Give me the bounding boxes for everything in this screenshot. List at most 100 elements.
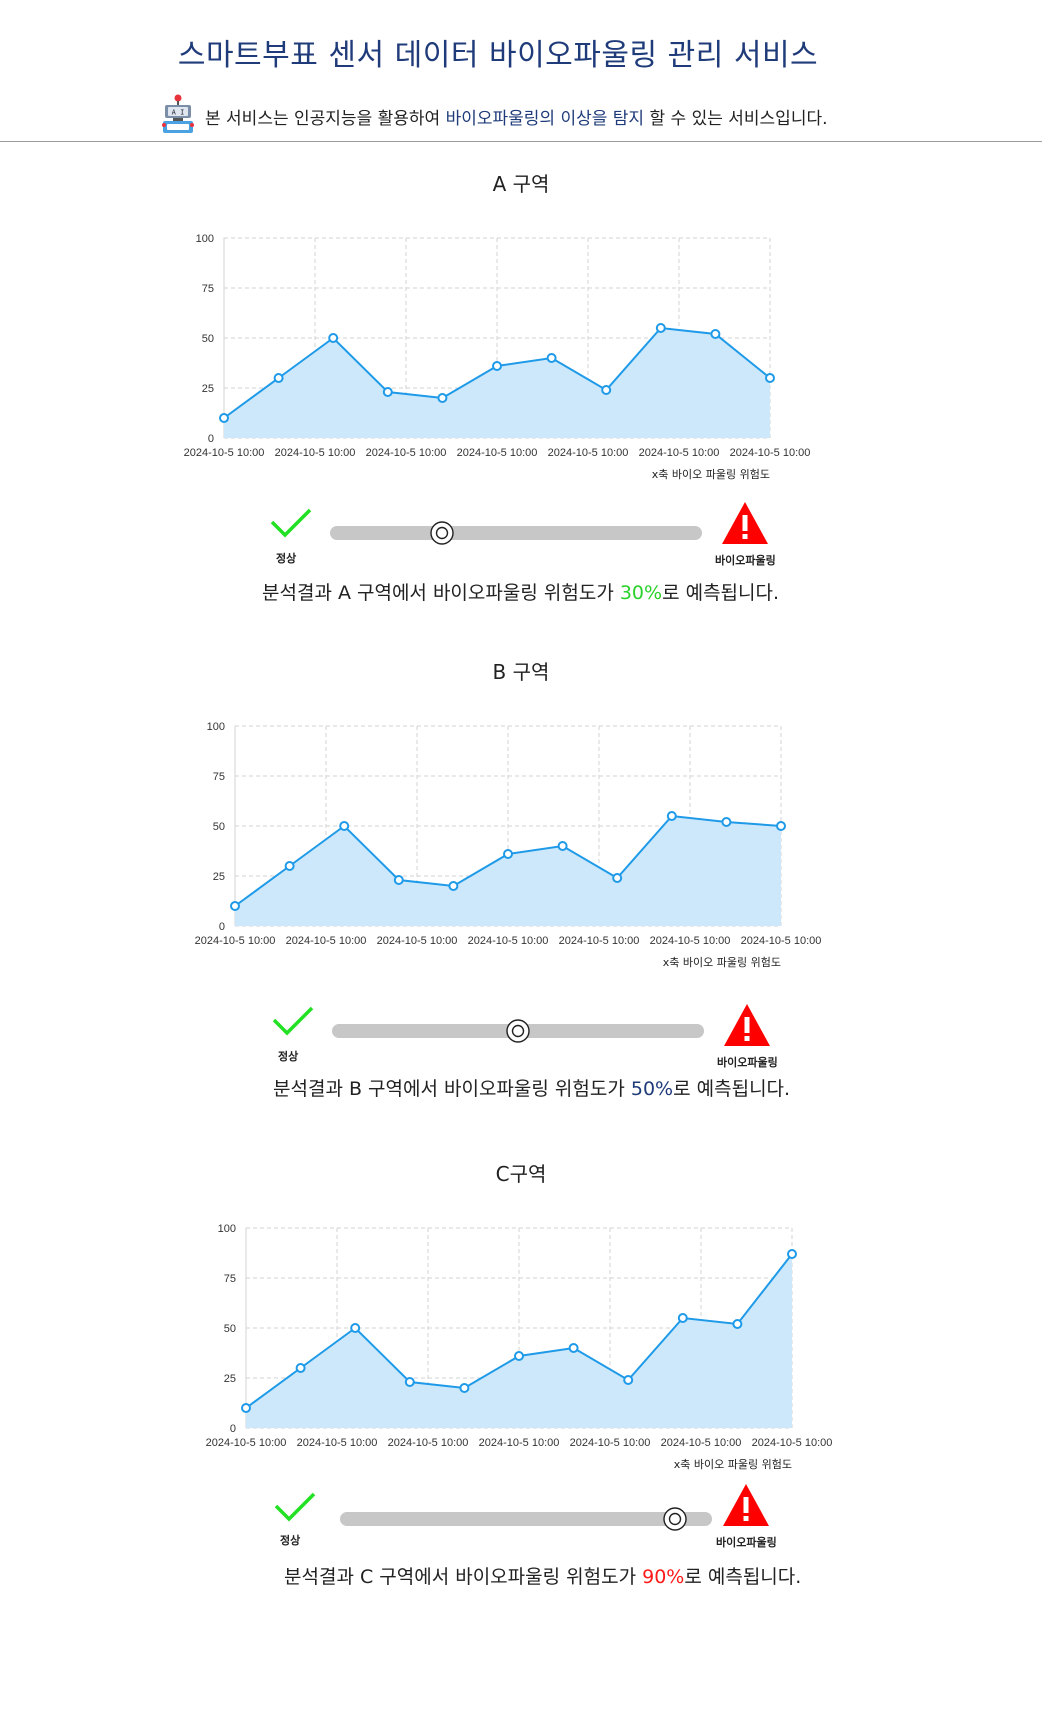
x-tick-label: 2024-10-5 10:00: [366, 447, 447, 459]
data-point: [339, 821, 350, 831]
data-point: [284, 861, 295, 871]
x-tick-label: 2024-10-5 10:00: [468, 935, 549, 947]
x-tick-label: 2024-10-5 10:00: [195, 935, 276, 947]
section-c: C구역 0 25 50 75 100 2024-10-5 10:00 2024-10-5 1…: [0, 1142, 1042, 1602]
intro-text-part: 본 서비스는 인공지능을 활용하여: [205, 109, 446, 129]
y-tick-label: 100: [218, 1223, 236, 1235]
x-tick-label: 2024-10-5 10:00: [457, 447, 538, 459]
data-point: [448, 881, 459, 891]
y-tick-label: 50: [224, 1323, 236, 1335]
y-tick-label: 0: [230, 1423, 236, 1435]
x-tick-label: 2024-10-5 10:00: [297, 1437, 378, 1449]
section-title: B 구역: [492, 660, 550, 684]
gauge-track: [340, 1512, 712, 1526]
data-point: [437, 393, 448, 403]
data-point: [557, 841, 568, 851]
section-title: C구역: [495, 1162, 547, 1186]
y-tick-label: 75: [202, 283, 214, 295]
x-axis-label: x축 바이오 파울링 위험도: [663, 956, 781, 969]
data-point: [459, 1383, 470, 1393]
x-axis-label: x축 바이오 파울링 위험도: [674, 1458, 792, 1471]
area-chart: 0 25 50 75 100 2024-10-5 10:00 2024-10-5 10:00…: [195, 721, 822, 969]
data-point: [623, 1375, 634, 1385]
data-point: [765, 373, 775, 383]
check-icon: [272, 1006, 314, 1036]
normal-label: 정상: [276, 552, 297, 565]
data-point: [350, 1323, 361, 1333]
x-tick-label: 2024-10-5 10:00: [639, 447, 720, 459]
risk-label: 바이오파울링: [717, 1056, 778, 1069]
x-tick-label: 2024-10-5 10:00: [661, 1437, 742, 1449]
x-tick-label: 2024-10-5 10:00: [650, 935, 731, 947]
data-point: [776, 821, 786, 831]
gauge-knob[interactable]: [663, 1507, 687, 1531]
section-a: A 구역 0 25 50 75 100 2024-10-5 10:00 2024-10-5 …: [0, 150, 1042, 610]
area-chart: 0 25 50 75 100 2024-10-5 10:00 2024-10-5 10:00…: [206, 1223, 833, 1471]
data-point: [655, 323, 666, 333]
x-tick-label: 2024-10-5 10:00: [377, 935, 458, 947]
warning-icon: [722, 502, 768, 544]
y-tick-label: 25: [224, 1373, 236, 1385]
y-tick-label: 0: [219, 921, 225, 933]
gauge-knob[interactable]: [506, 1019, 530, 1043]
data-point: [273, 373, 284, 383]
result-text: 분석결과 B 구역에서 바이오파울링 위험도가 50%로 예측됩니다.: [273, 1074, 790, 1101]
gauge-knob[interactable]: [429, 521, 454, 545]
page-title: 스마트부표 센서 데이터 바이오파울링 관리 서비스: [177, 38, 819, 73]
result-text-part: 분석결과 A 구역에서 바이오파울링 위험도가: [262, 582, 620, 604]
data-point: [612, 873, 623, 883]
intro-text: 본 서비스는 인공지능을 활용하여 바이오파울링의 이상을 탐지 할 수 있는 …: [205, 104, 828, 129]
normal-label: 정상: [278, 1050, 299, 1063]
x-tick-label: 2024-10-5 10:00: [730, 447, 811, 459]
result-percent: 50%: [630, 1078, 674, 1100]
risk-gauge: 정상 바이오파울링: [262, 998, 782, 1078]
warning-icon: [724, 1004, 770, 1046]
result-text-part: 분석결과 C 구역에서 바이오파울링 위험도가: [284, 1566, 643, 1588]
intro-banner: A I 본 서비스는 인공지능을 활용하여 바이오파울링의 이상을 탐지 할 수…: [0, 94, 1042, 134]
section-title: A 구역: [492, 172, 550, 196]
data-point: [219, 413, 229, 423]
data-point: [328, 333, 339, 343]
data-point: [721, 817, 732, 827]
data-point: [404, 1377, 415, 1387]
data-point: [666, 811, 677, 821]
x-tick-label: 2024-10-5 10:00: [206, 1437, 287, 1449]
area-fill: [235, 816, 781, 926]
data-point: [230, 901, 240, 911]
data-point: [295, 1363, 306, 1373]
section-b: B 구역 0 25 50 75 100 2024-10-5 10:00 2024-10-5 …: [0, 640, 1042, 1100]
check-icon: [270, 508, 312, 538]
risk-gauge: 정상 바이오파울링: [268, 1482, 788, 1562]
x-tick-label: 2024-10-5 10:00: [570, 1437, 651, 1449]
data-point: [241, 1403, 251, 1413]
data-point: [393, 875, 404, 885]
x-tick-label: 2024-10-5 10:00: [548, 447, 629, 459]
risk-label: 바이오파울링: [715, 554, 776, 567]
svg-text:A I: A I: [172, 109, 185, 117]
result-text-part: 로 예측됩니다.: [662, 582, 780, 604]
result-text-part: 분석결과 B 구역에서 바이오파울링 위험도가: [273, 1078, 631, 1100]
y-tick-label: 100: [196, 233, 214, 245]
intro-highlight: 바이오파울링의 이상을 탐지: [445, 109, 645, 129]
data-point: [382, 387, 393, 397]
result-text: 분석결과 C 구역에서 바이오파울링 위험도가 90%로 예측됩니다.: [284, 1562, 801, 1589]
area-chart: 0 25 50 75 100 2024-10-5 10:00 2024-10-5 10:00…: [184, 233, 811, 481]
area-fill: [224, 328, 770, 438]
check-icon: [274, 1492, 316, 1522]
y-tick-label: 50: [202, 333, 214, 345]
y-tick-label: 25: [213, 871, 225, 883]
result-text-part: 로 예측됩니다.: [684, 1566, 802, 1588]
x-tick-label: 2024-10-5 10:00: [184, 447, 265, 459]
risk-label: 바이오파울링: [716, 1536, 777, 1549]
risk-gauge: 정상 바이오파울링: [260, 500, 780, 580]
y-tick-label: 75: [224, 1273, 236, 1285]
data-point: [546, 353, 557, 363]
result-percent: 30%: [619, 582, 663, 604]
x-axis-label: x축 바이오 파울링 위험도: [652, 468, 770, 481]
result-text: 분석결과 A 구역에서 바이오파울링 위험도가 30%로 예측됩니다.: [262, 578, 779, 605]
y-tick-label: 0: [208, 433, 214, 445]
normal-label: 정상: [280, 1534, 301, 1547]
y-tick-label: 50: [213, 821, 225, 833]
x-tick-label: 2024-10-5 10:00: [741, 935, 822, 947]
x-tick-label: 2024-10-5 10:00: [752, 1437, 833, 1449]
